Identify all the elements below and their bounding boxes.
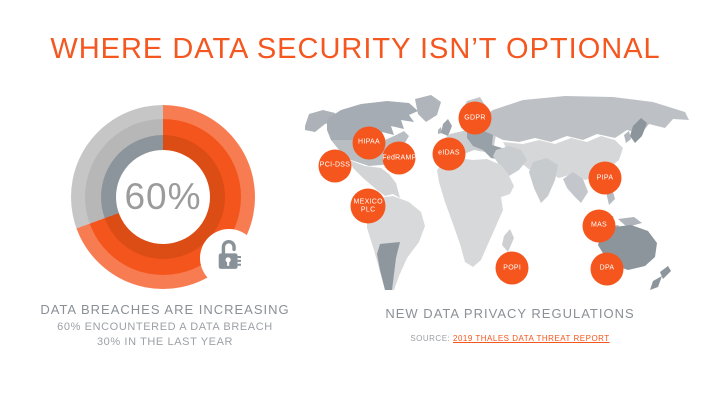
source-prefix: SOURCE: [410, 334, 451, 343]
page-title: WHERE DATA SECURITY ISN’T OPTIONAL [50, 33, 661, 65]
regulation-bubble-mas: MAS [582, 209, 616, 243]
map-continents [305, 95, 689, 290]
regulation-bubble-pipa: PIPA [588, 161, 622, 195]
regulation-bubble-dpa: DPA [590, 252, 624, 286]
regulation-bubble-label: MAS [590, 221, 608, 229]
right-caption-heading: NEW DATA PRIVACY REGULATIONS [385, 306, 635, 321]
left-caption-line1: 60% ENCOUNTERED A DATA BREACH [57, 321, 273, 333]
source-line: SOURCE: 2019 THALES DATA THREAT REPORT [360, 334, 660, 343]
regulation-bubble-pci-dss: PCI-DSS [318, 149, 352, 183]
regulation-bubble-label: POPI [503, 264, 522, 272]
regulation-bubble-fedramp: FedRAMP [382, 141, 417, 175]
regulation-bubble-eidas: eIDAS [432, 137, 466, 171]
regulation-bubble-label: PLC [360, 206, 376, 214]
regulation-bubble-hipaa: HIPAA [352, 126, 386, 160]
world-map-panel: PCI-DSS HIPAA FedRAMP MEXICO PLC GDPR eIDAS PIP… [297, 86, 697, 301]
left-caption-line2: 30% IN THE LAST YEAR [96, 336, 234, 348]
regulation-bubble-label: PCI-DSS [319, 161, 351, 169]
breach-donut-chart: 60% [71, 105, 258, 289]
left-caption: DATA BREACHES ARE INCREASING 60% ENCOUNT… [18, 302, 312, 350]
regulation-bubble-mexico-plc: MEXICO PLC [350, 188, 386, 224]
lock-badge [200, 229, 258, 287]
regulation-bubble-label: GDPR [464, 114, 486, 122]
right-caption: NEW DATA PRIVACY REGULATIONS [360, 306, 660, 321]
left-caption-heading: DATA BREACHES ARE INCREASING [40, 302, 290, 317]
regulation-bubble-label: MEXICO [353, 198, 383, 206]
regulation-bubble-popi: POPI [495, 251, 529, 285]
regulation-bubble-label: FedRAMP [382, 154, 417, 162]
regulation-bubble-label: eIDAS [438, 149, 460, 157]
regulation-bubble-gdpr: GDPR [458, 101, 492, 135]
open-padlock-icon [211, 238, 247, 279]
donut-center-label: 60% [124, 176, 202, 217]
donut-hole: 60% [116, 150, 210, 244]
regulation-bubble-label: PIPA [596, 174, 614, 182]
regulation-bubble-label: HIPAA [358, 138, 380, 146]
regulation-bubble-label: DPA [599, 264, 615, 272]
world-map [305, 95, 689, 290]
source-report-link[interactable]: 2019 THALES DATA THREAT REPORT [453, 334, 610, 343]
